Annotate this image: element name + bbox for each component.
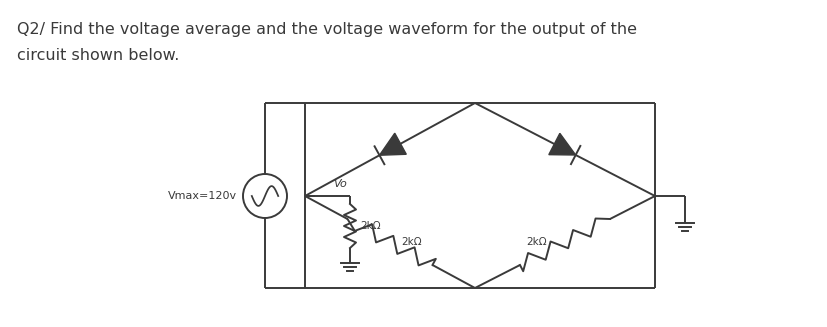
Text: Vo: Vo bbox=[332, 179, 347, 189]
Text: 2kΩ: 2kΩ bbox=[526, 237, 547, 247]
Text: 2kΩ: 2kΩ bbox=[401, 237, 422, 247]
Text: Q2/ Find the voltage average and the voltage waveform for the output of the: Q2/ Find the voltage average and the vol… bbox=[17, 22, 636, 37]
Polygon shape bbox=[379, 133, 406, 155]
Text: Vmax=120v: Vmax=120v bbox=[168, 191, 237, 201]
Text: circuit shown below.: circuit shown below. bbox=[17, 48, 179, 63]
Text: 2kΩ: 2kΩ bbox=[360, 221, 380, 231]
Polygon shape bbox=[548, 133, 575, 155]
